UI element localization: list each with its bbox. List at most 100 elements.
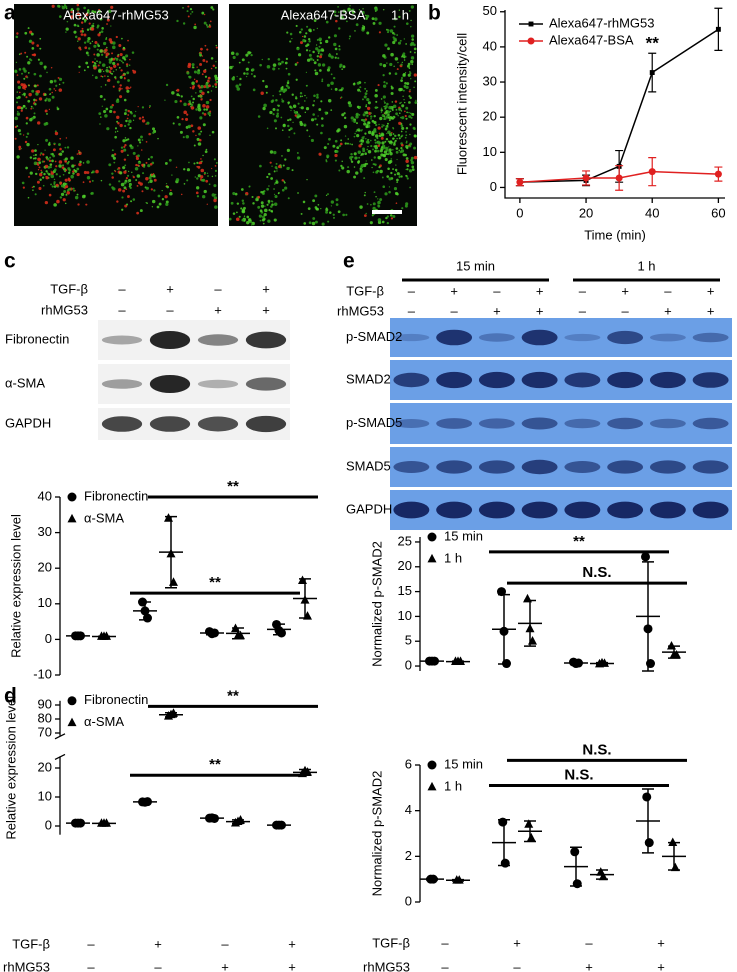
fluorescence-speck bbox=[349, 5, 351, 7]
fluorescence-speck bbox=[197, 84, 201, 88]
fluorescence-speck bbox=[414, 80, 417, 83]
fluorescence-speck bbox=[281, 188, 285, 192]
fluorescence-speck bbox=[150, 155, 153, 159]
fluorescence-speck bbox=[402, 54, 405, 57]
fluorescence-speck bbox=[26, 76, 29, 79]
fluorescence-speck bbox=[365, 125, 369, 129]
fluorescence-speck bbox=[123, 186, 127, 190]
fluorescence-speck bbox=[32, 102, 35, 105]
fluorescence-speck bbox=[150, 133, 152, 135]
fluorescence-speck bbox=[382, 74, 385, 77]
fluorescence-speck bbox=[383, 117, 387, 121]
fluorescence-speck bbox=[370, 204, 372, 206]
fluorescence-speck bbox=[125, 203, 129, 206]
fluorescence-speck bbox=[66, 20, 69, 23]
fluorescence-speck bbox=[393, 37, 397, 42]
fluorescence-speck bbox=[377, 84, 380, 87]
fluorescence-speck bbox=[272, 94, 274, 97]
fluorescence-speck bbox=[260, 204, 265, 208]
fluorescence-speck bbox=[287, 197, 290, 200]
fluorescence-speck bbox=[89, 42, 92, 45]
fluorescence-speck bbox=[277, 58, 281, 61]
fluorescence-speck bbox=[320, 48, 324, 52]
fluorescence-speck bbox=[79, 30, 83, 33]
fluorescence-speck bbox=[51, 91, 53, 94]
fluorescence-speck bbox=[64, 170, 66, 173]
fluorescence-speck bbox=[358, 113, 361, 116]
fluorescence-speck bbox=[122, 73, 125, 76]
y-axis-label: Relative expression level bbox=[8, 514, 23, 658]
fluorescence-speck bbox=[300, 212, 303, 215]
fluorescence-speck bbox=[281, 155, 283, 157]
blot-band bbox=[649, 501, 686, 519]
fluorescence-speck bbox=[103, 98, 106, 101]
fluorescence-speck bbox=[392, 31, 395, 35]
data-point bbox=[668, 837, 678, 847]
fluorescence-speck bbox=[108, 66, 111, 68]
fluorescence-speck bbox=[59, 147, 62, 151]
fluorescence-speck bbox=[208, 84, 211, 88]
fluorescence-speck bbox=[114, 131, 117, 133]
fluorescence-speck bbox=[100, 30, 104, 33]
fluorescence-speck bbox=[353, 119, 357, 123]
fluorescence-speck bbox=[374, 139, 377, 142]
fluorescence-speck bbox=[149, 179, 153, 183]
fluorescence-speck bbox=[326, 68, 331, 72]
fluorescence-speck bbox=[111, 103, 115, 107]
fluorescence-speck bbox=[379, 198, 383, 202]
fluorescence-speck bbox=[310, 118, 315, 122]
fluorescence-speck bbox=[51, 185, 54, 188]
fluorescence-speck bbox=[384, 140, 387, 143]
annotation: ** bbox=[712, 0, 726, 8]
fluorescence-speck bbox=[209, 98, 212, 102]
fluorescence-speck bbox=[96, 53, 100, 57]
y-tick-label: 20 bbox=[38, 560, 52, 575]
fluorescence-speck bbox=[18, 53, 21, 56]
fluorescence-speck bbox=[403, 57, 406, 59]
fluorescence-speck bbox=[373, 114, 376, 118]
fluorescence-speck bbox=[310, 138, 314, 143]
fluorescence-speck bbox=[333, 34, 337, 38]
fluorescence-speck bbox=[122, 61, 124, 64]
fluorescence-speck bbox=[14, 125, 17, 129]
fluorescence-speck bbox=[383, 150, 388, 154]
fluorescence-speck bbox=[50, 174, 55, 179]
fluorescence-speck bbox=[397, 114, 399, 117]
fluorescence-speck bbox=[350, 160, 354, 164]
fluorescence-speck bbox=[187, 15, 190, 18]
fluorescence-speck bbox=[36, 89, 41, 94]
blot-band bbox=[149, 331, 191, 349]
fluorescence-speck bbox=[147, 158, 150, 161]
fluorescence-speck bbox=[381, 124, 383, 126]
fluorescence-speck bbox=[302, 200, 306, 204]
fluorescence-speck bbox=[373, 145, 376, 148]
fluorescence-speck bbox=[359, 86, 362, 89]
fluorescence-speck bbox=[50, 170, 52, 172]
fluorescence-speck bbox=[369, 221, 373, 225]
fluorescence-speck bbox=[376, 169, 380, 173]
fluorescence-speck bbox=[53, 168, 57, 172]
fluorescence-speck bbox=[409, 42, 413, 47]
fluorescence-speck bbox=[366, 148, 369, 151]
fluorescence-speck bbox=[411, 63, 414, 66]
point bbox=[516, 178, 524, 186]
fluorescence-speck bbox=[392, 214, 396, 218]
fluorescence-speck bbox=[66, 146, 70, 149]
fluorescence-speck bbox=[401, 104, 405, 108]
fluorescence-speck bbox=[204, 173, 206, 176]
fluorescence-speck bbox=[275, 114, 279, 118]
fluorescence-speck bbox=[351, 143, 353, 146]
fluorescence-speck bbox=[24, 51, 27, 54]
fluorescence-speck bbox=[14, 116, 19, 121]
fluorescence-speck bbox=[260, 91, 264, 95]
fluorescence-speck bbox=[30, 105, 33, 108]
fluorescence-speck bbox=[203, 69, 207, 73]
fluorescence-speck bbox=[205, 100, 210, 105]
fluorescence-speck bbox=[320, 131, 323, 135]
fluorescence-speck bbox=[86, 171, 90, 175]
fluorescence-speck bbox=[101, 68, 103, 71]
fluorescence-speck bbox=[267, 57, 270, 61]
fluorescence-speck bbox=[408, 67, 411, 69]
fluorescence-speck bbox=[354, 156, 358, 160]
